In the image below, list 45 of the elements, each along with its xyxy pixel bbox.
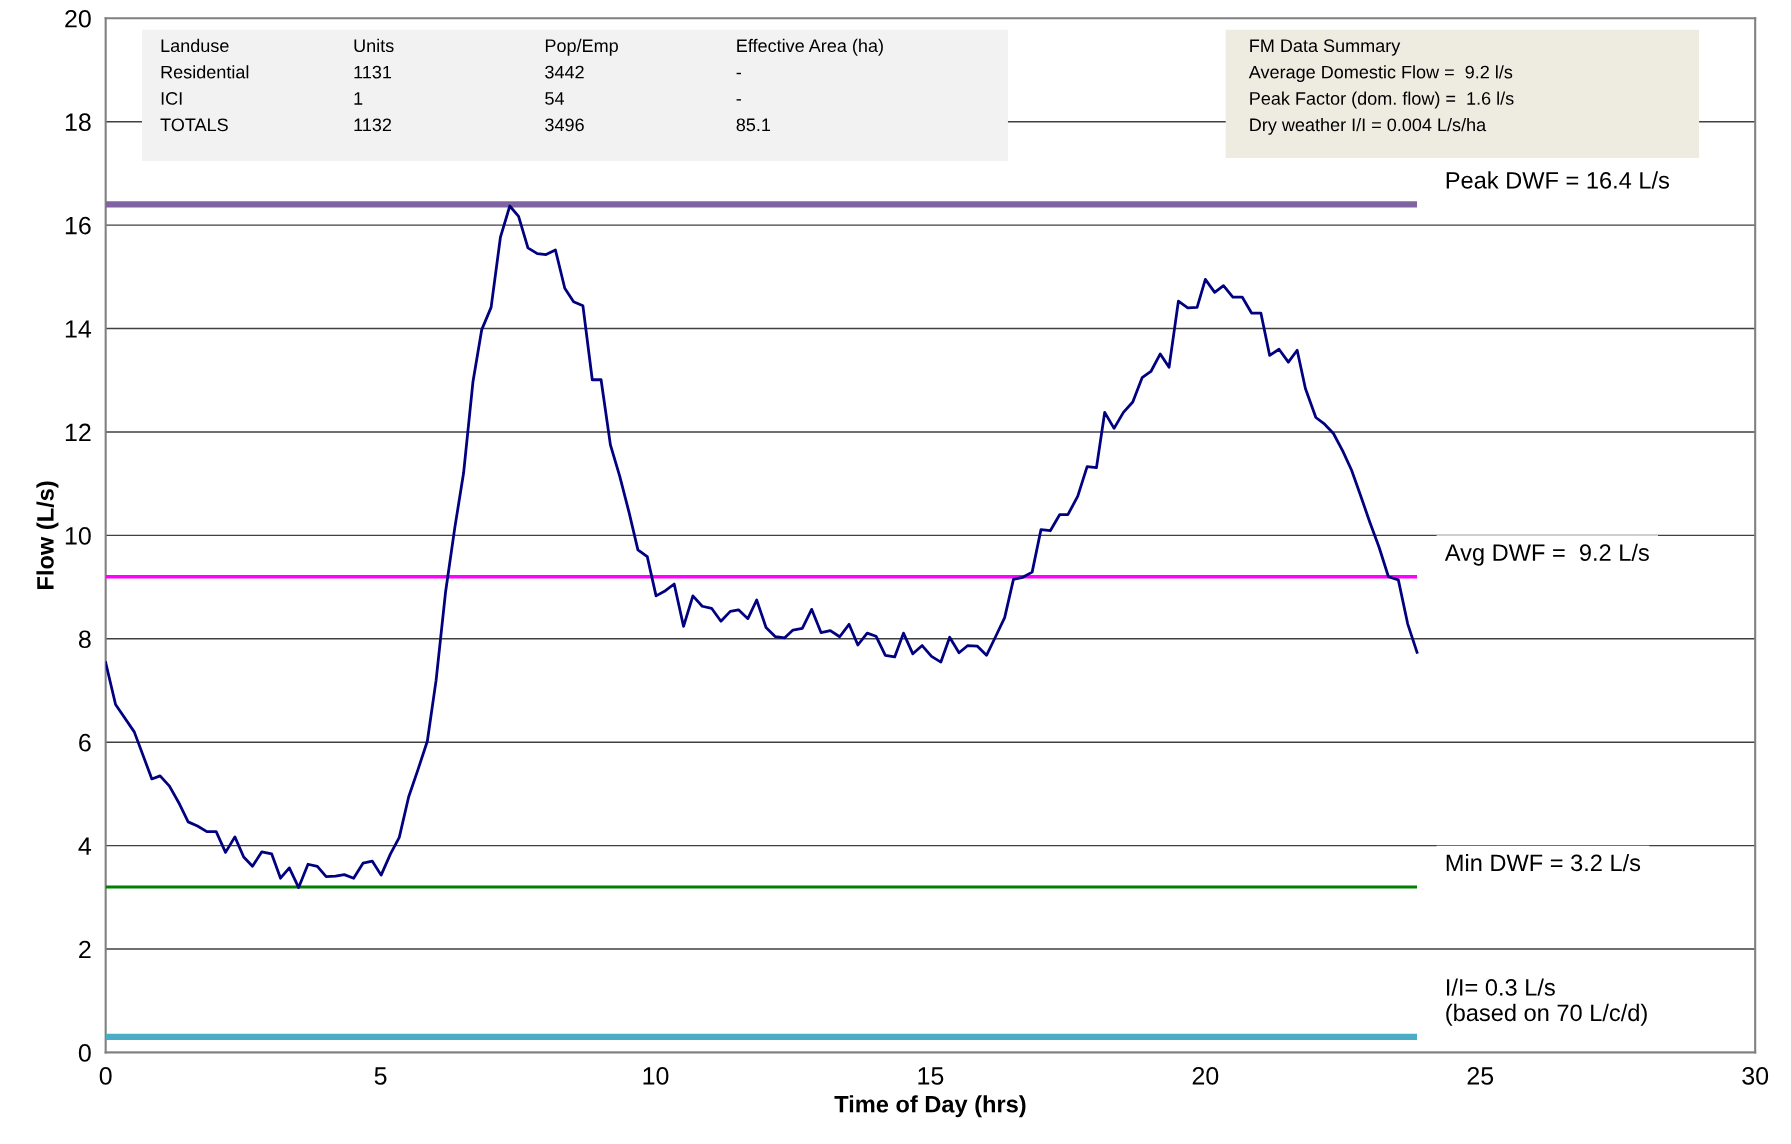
annotation: 3442 xyxy=(545,65,584,79)
y-tick-label: 20 xyxy=(65,9,91,28)
y-tick-label: 12 xyxy=(65,423,91,442)
x-tick-label: 30 xyxy=(1742,1067,1769,1085)
annotation: 1132 xyxy=(354,118,392,132)
annotation: 85.1 xyxy=(736,118,771,132)
y-tick-label: 10 xyxy=(65,526,91,545)
y-tick-label: 2 xyxy=(79,940,91,959)
annotation: Pop/Emp xyxy=(545,38,618,56)
x-tick-label: 10 xyxy=(643,1067,669,1085)
ref-line-label: I/I= 0.3 L/s (based on 70 L/c/d) xyxy=(1446,978,1647,1026)
x-axis-title: Time of Day (hrs) xyxy=(834,1095,1026,1118)
y-tick-label: 14 xyxy=(65,320,92,338)
annotation: 54 xyxy=(545,92,564,105)
annotation: - xyxy=(736,72,741,75)
annotation: Dry weather I/I = 0.004 L/s/ha xyxy=(1250,117,1487,135)
annotation: ICI xyxy=(161,92,182,105)
annotation: FM Data Summary xyxy=(1250,39,1401,56)
x-tick-label: 5 xyxy=(374,1067,387,1085)
ref-line-label: Peak DWF = 16.4 L/s xyxy=(1446,171,1670,189)
y-tick-label: 8 xyxy=(78,630,91,649)
x-tick-label: 20 xyxy=(1192,1067,1219,1085)
annotation: Average Domestic Flow = 9.2 l/s xyxy=(1248,65,1513,83)
y-tick-label: 18 xyxy=(65,113,91,132)
annotation: - xyxy=(736,99,741,101)
annotation: Units xyxy=(354,38,394,53)
annotation: Effective Area (ha) xyxy=(737,38,883,56)
x-tick-label: 25 xyxy=(1467,1067,1494,1085)
y-tick-label: 4 xyxy=(78,837,92,855)
annotation: 3496 xyxy=(545,118,584,132)
annotation: TOTALS xyxy=(160,118,228,132)
annotation: 1131 xyxy=(354,65,392,79)
line-series xyxy=(105,204,1419,889)
annotation: Landuse xyxy=(161,38,229,53)
y-tick-label: 16 xyxy=(65,216,91,235)
annotation: Peak Factor (dom. flow) = 1.6 l/s xyxy=(1250,91,1514,109)
x-tick-label: 15 xyxy=(918,1067,944,1085)
annotation: 1 xyxy=(354,92,363,105)
x-tick-label: 0 xyxy=(99,1067,112,1085)
y-tick-label: 0 xyxy=(78,1044,91,1062)
ref-line-label: Avg DWF = 9.2 L/s xyxy=(1444,543,1649,566)
y-tick-label: 6 xyxy=(79,733,91,752)
ref-line-label: Min DWF = 3.2 L/s xyxy=(1446,853,1641,872)
annotation: Residential xyxy=(161,65,249,79)
y-axis-title: Flow (L/s) xyxy=(36,481,59,589)
